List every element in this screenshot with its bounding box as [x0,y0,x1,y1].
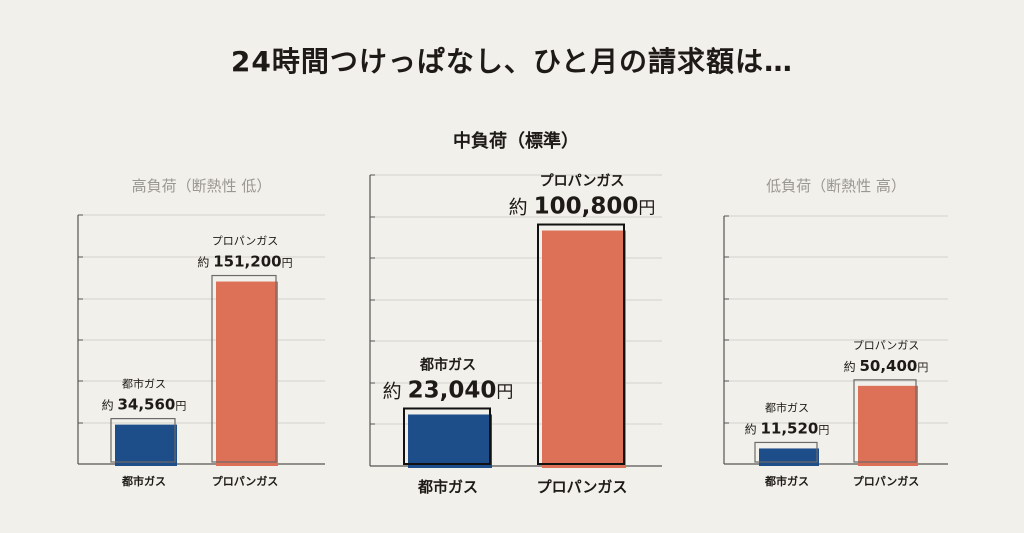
page-title: 24時間つけっぱなし、ひと月の請求額は… [230,45,794,78]
data-label: 約 11,520円 [745,419,830,437]
bar-frame [403,407,491,465]
panel-title: 低負荷（断熱性 高） [766,177,906,195]
x-tick-label: 都市ガス [417,478,478,496]
bar-name-label: プロパンガス [540,174,625,190]
bar-frame [754,441,818,463]
bar-frame [537,223,625,465]
x-tick-label: 都市ガス [121,474,166,488]
bar [858,385,918,466]
x-tick-label: プロパンガス [853,474,920,488]
panel-title: 中負荷（標準） [453,130,579,152]
bar-name-label: 都市ガス [122,377,166,391]
bar [408,414,492,468]
panel-title: 高負荷（断熱性 低） [132,177,272,195]
data-label: 約 100,800円 [509,194,656,220]
bar [759,448,819,466]
bar-name-label: プロパンガス [853,339,920,352]
bar-name-label: 都市ガス [765,400,809,414]
bar [542,230,626,468]
data-label: 約 23,040円 [383,377,514,403]
bar-frame [110,418,176,463]
bar-frame [853,379,917,463]
bar-frame [211,274,277,463]
data-label: 約 34,560円 [102,396,187,414]
x-tick-label: 都市ガス [764,474,809,488]
x-tick-label: プロパンガス [537,478,628,496]
data-label: 約 151,200円 [197,253,292,271]
bar-name-label: 都市ガス [419,356,476,373]
bar-name-label: プロパンガス [212,235,279,248]
bar [216,281,278,466]
data-label: 約 50,400円 [844,357,929,375]
bar [115,424,177,466]
x-tick-label: プロパンガス [212,474,279,488]
